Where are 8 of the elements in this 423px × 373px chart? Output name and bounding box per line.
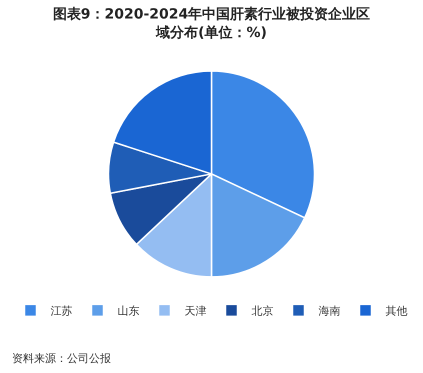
text: 资料来源：公司公报 (12, 352, 111, 365)
legend-label: 天津 (184, 304, 206, 318)
legend-label: 海南 (318, 304, 340, 318)
legend-label: 其他 (386, 304, 408, 318)
chart-title: 图表9：2020-2024年中国肝素行业被投资企业区域分布(单位：%) (52, 6, 370, 41)
legend-label: 北京 (252, 304, 274, 318)
legend-label: 江苏 (50, 304, 72, 318)
legend-label: 山东 (118, 304, 140, 318)
